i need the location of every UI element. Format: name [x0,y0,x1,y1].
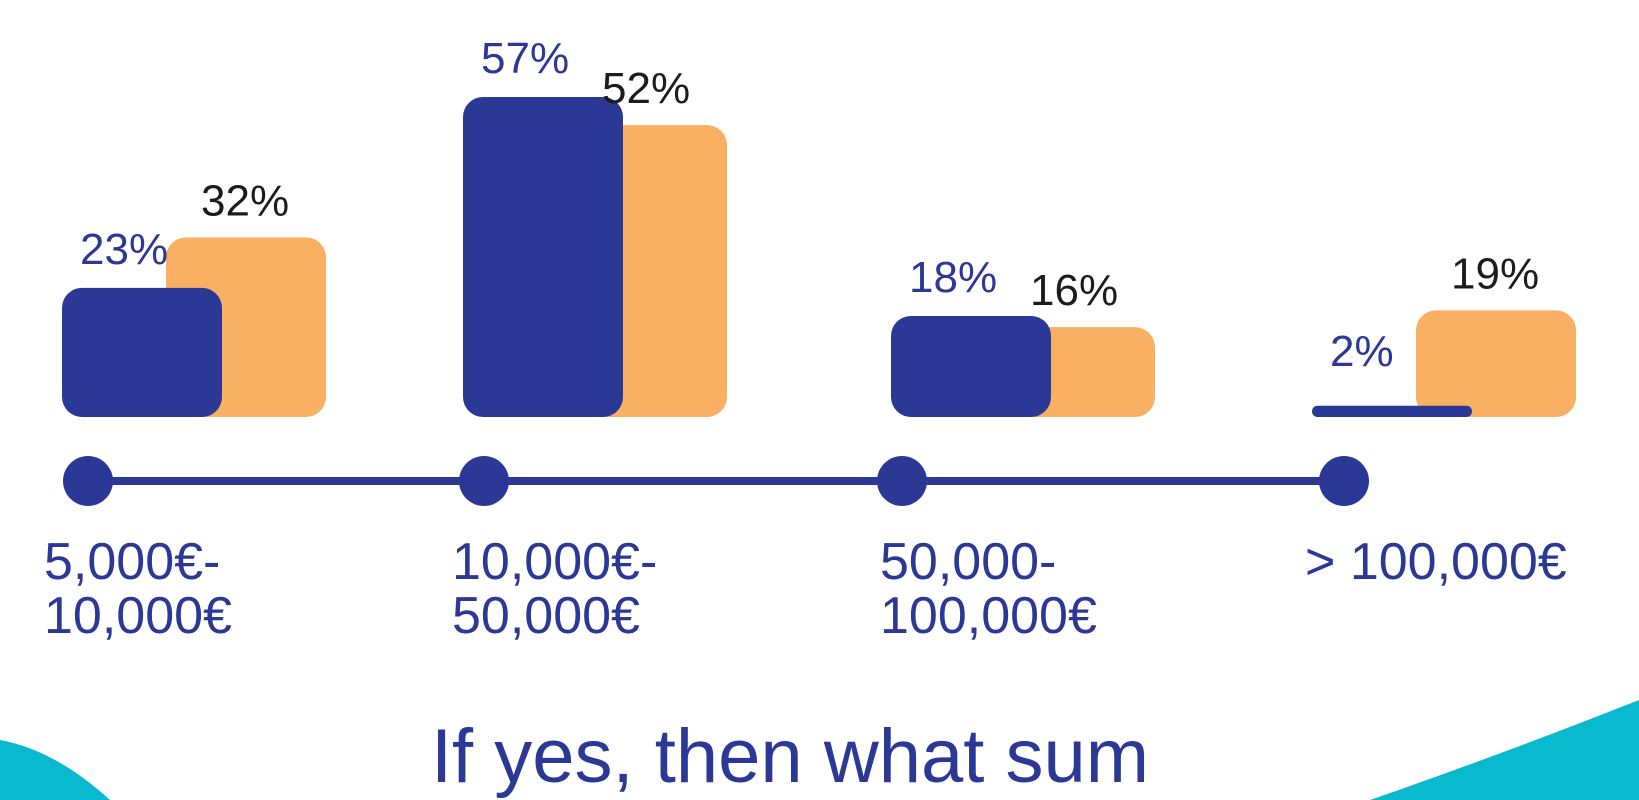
corner-wave-right [1370,700,1639,800]
decor-layer [0,700,1639,800]
timeline-dot-1 [459,456,509,506]
data-label-series-1-1: 57% [481,34,569,83]
data-label-series-1-0: 23% [80,225,168,274]
category-label-2-line-0: 50,000- [880,533,1056,591]
timeline-dot-3 [1319,456,1369,506]
data-label-series-2-2: 16% [1030,266,1118,315]
category-label-3-line-0: > 100,000€ [1305,533,1567,591]
bar-series-1-3 [1312,405,1472,417]
data-label-series-2-0: 32% [201,176,289,225]
category-label-0-line-0: 5,000€- [44,533,220,591]
data-label-series-1-3: 2% [1330,327,1394,376]
bar-series-1-0 [62,287,222,417]
bar-series-1-2 [891,315,1051,417]
category-label-1-line-1: 50,000€ [452,587,640,645]
timeline-dot-2 [877,456,927,506]
bars-layer: 32% 23% 52% 57% 16% 18% 19% 2% [62,34,1576,417]
chart-title: If yes, then what sum [431,714,1149,799]
bar-series-1-1 [463,97,623,417]
data-label-series-2-1: 52% [602,64,690,113]
corner-wave-left [0,740,110,800]
category-label-2-line-1: 100,000€ [880,587,1097,645]
timeline [63,456,1369,506]
bar-series-2-3 [1416,310,1576,417]
category-label-1-line-0: 10,000€- [452,533,657,591]
category-label-0-line-1: 10,000€ [44,587,232,645]
data-label-series-2-3: 19% [1451,249,1539,298]
category-labels: 5,000€-10,000€ 10,000€-50,000€ 50,000-100,… [44,533,1567,645]
data-label-series-1-2: 18% [909,253,997,302]
timeline-dot-0 [63,456,113,506]
